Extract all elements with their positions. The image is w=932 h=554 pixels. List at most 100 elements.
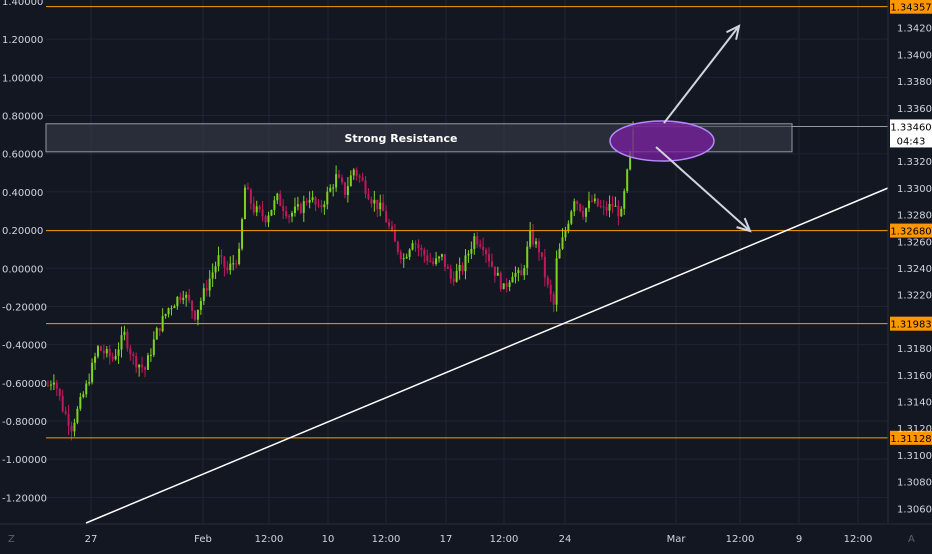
candle-body (108, 349, 111, 357)
arrow-up-shaft (663, 25, 740, 124)
zoom-icon: Z (8, 534, 15, 545)
left-axis: 1.40000 1.20000 1.00000 0.80000 0.60000 0.400… (2, 0, 47, 504)
candle-body (461, 265, 464, 272)
candle-body (170, 308, 173, 310)
candle-body (291, 212, 294, 217)
x-axis-tick-label[interactable]: 12:00 (844, 534, 873, 545)
highlight-ellipse (609, 120, 715, 162)
candle-body (540, 252, 543, 257)
candle-body (349, 175, 352, 187)
x-axis-tick-label[interactable]: 24 (559, 534, 572, 545)
candle-body (173, 305, 176, 309)
candle-body (332, 187, 335, 189)
candle-body (246, 187, 249, 190)
auto-scale-icon: A (908, 534, 915, 545)
right-axis-tick-label: 1.32600 (897, 237, 932, 248)
candle-body (346, 186, 349, 195)
candle-body (605, 207, 608, 211)
candle-body (343, 182, 346, 195)
candle-body (49, 384, 52, 386)
right-axis-tick-label: 1.31000 (897, 451, 932, 462)
x-axis[interactable]: 27 Feb 12:00 10 12:00 17 12:00 24 Mar 12:00 9 12:00 (0, 523, 932, 545)
candle-body (438, 256, 441, 259)
right-axis[interactable]: 1.34200 1.34000 1.33800 1.33600 1.33200 1.330… (887, 0, 932, 523)
candle-body (464, 255, 467, 272)
candle-body (202, 288, 205, 302)
candle-body (485, 249, 488, 255)
candle-body (523, 267, 526, 276)
candle-body (117, 349, 120, 356)
candle-body (323, 204, 326, 208)
left-axis-tick-label: 0.00000 (2, 264, 43, 275)
candle-body (282, 205, 285, 212)
candle-body (432, 261, 435, 265)
candle-body (58, 388, 61, 397)
x-axis-tick-label[interactable]: 27 (85, 534, 98, 545)
candle-body (167, 308, 170, 315)
candle-body (590, 200, 593, 202)
candle-body (537, 241, 540, 253)
x-axis-tick-label[interactable]: Mar (667, 534, 687, 545)
candle-body (408, 249, 411, 257)
candle-body (273, 200, 276, 210)
x-axis-tick-label[interactable]: 12:00 (726, 534, 755, 545)
candle-body (335, 174, 338, 188)
candle-body (599, 206, 602, 208)
x-axis-tick-label[interactable]: 17 (440, 534, 453, 545)
candle-body (446, 267, 449, 269)
candle-body (185, 294, 188, 298)
candle-body (94, 356, 97, 363)
candle-body (211, 272, 214, 279)
candle-body (517, 270, 520, 273)
candle-body (543, 256, 546, 278)
candle-body (264, 216, 267, 223)
x-axis-tick-label[interactable]: 9 (796, 534, 802, 545)
candle-body (179, 296, 182, 300)
candle-body (114, 355, 117, 360)
right-axis-tick-label: 1.32800 (897, 211, 932, 222)
x-axis-tick-label[interactable]: 10 (322, 534, 335, 545)
candle-body (220, 255, 223, 257)
x-axis-tick-label[interactable]: 12:00 (490, 534, 519, 545)
candle-body (602, 206, 605, 208)
candle-body (111, 356, 114, 360)
left-axis-tick-label: 1.20000 (2, 35, 43, 46)
level-price-tag (890, 430, 932, 445)
candle-body (587, 200, 590, 209)
candle-body (73, 422, 76, 432)
candle-body (567, 223, 570, 231)
ascending-trendline (85, 187, 889, 524)
candle-body (105, 349, 108, 354)
candle-body (217, 255, 220, 267)
candle-body (47, 385, 49, 387)
candle-body (426, 255, 429, 261)
candle-body (499, 272, 502, 290)
candle-body (379, 202, 382, 210)
candle-body (390, 226, 393, 231)
candle-body (146, 355, 149, 370)
resistance-zone-label: Strong Resistance (345, 132, 458, 145)
candle-body (620, 208, 623, 217)
right-axis-tick-label: 1.31400 (897, 397, 932, 408)
candle-body (514, 272, 517, 277)
candle-body (138, 364, 141, 368)
candle-body (302, 201, 305, 213)
x-axis-tick-label[interactable]: 12:00 (372, 534, 401, 545)
x-axis-tick-label[interactable]: Feb (194, 534, 212, 545)
left-axis-tick-label: -0.60000 (2, 379, 47, 390)
left-axis-tick-label: -0.80000 (2, 417, 47, 428)
x-axis-tick-label[interactable]: 12:00 (255, 534, 284, 545)
candle-body (276, 193, 279, 201)
right-axis-tick-label: 1.34200 (897, 24, 932, 35)
candle-body (458, 265, 461, 271)
level-price-label: 1.31128 (890, 434, 931, 445)
bar-countdown: 04:43 (897, 136, 926, 147)
candle-body (546, 277, 549, 285)
candle-body (376, 199, 379, 210)
candle-body (449, 268, 452, 279)
candle-body (338, 174, 341, 178)
candle-body (126, 331, 129, 349)
right-axis-tick-label: 1.33000 (897, 184, 932, 195)
candle-body (367, 193, 370, 200)
